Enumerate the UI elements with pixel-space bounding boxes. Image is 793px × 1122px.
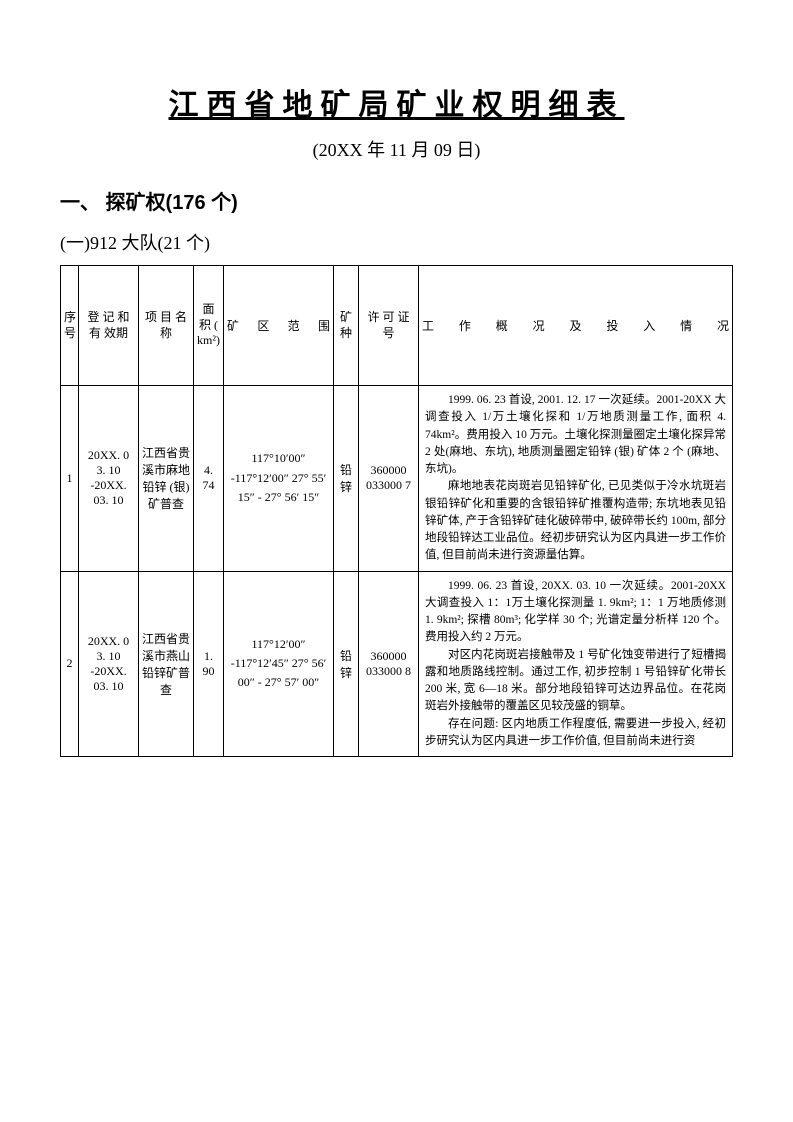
cell-type: 铅锌	[334, 386, 359, 572]
cell-date: 20XX. 0 3. 10 -20XX. 03. 10	[79, 571, 139, 757]
subsection-heading: (一)912 大队(21 个)	[60, 229, 733, 255]
desc-paragraph: 麻地地表花岗斑岩见铅锌矿化, 已见类似于冷水坑斑岩银铅锌矿化和重要的含银铅锌矿推…	[425, 478, 726, 564]
cell-desc: 1999. 06. 23 首设, 2001. 12. 17 一次延续。2001-…	[419, 386, 733, 572]
cell-range: 117°10′00″ -117°12′00″ 27° 55′ 15″ - 27°…	[224, 386, 334, 572]
cell-date: 20XX. 0 3. 10 -20XX. 03. 10	[79, 386, 139, 572]
section-heading: 一、 探矿权(176 个)	[60, 186, 733, 215]
table-header-row: 序号 登 记 和 有 效期 项 目 名称 面积 ( km²) 矿 区 范 围 矿…	[61, 266, 733, 386]
table-row: 2 20XX. 0 3. 10 -20XX. 03. 10 江西省贵溪市燕山铅锌…	[61, 571, 733, 757]
col-header-range: 矿 区 范 围	[224, 266, 334, 386]
cell-area: 1. 90	[194, 571, 224, 757]
col-header-type: 矿种	[334, 266, 359, 386]
cell-type: 铅锌	[334, 571, 359, 757]
desc-paragraph: 1999. 06. 23 首设, 2001. 12. 17 一次延续。2001-…	[425, 392, 726, 478]
cell-name: 江西省贵溪市燕山铅锌矿普查	[139, 571, 194, 757]
table-row: 1 20XX. 0 3. 10 -20XX. 03. 10 江西省贵溪市麻地铅锌…	[61, 386, 733, 572]
page-subtitle: (20XX 年 11 月 09 日)	[60, 136, 733, 162]
cell-idx: 1	[61, 386, 79, 572]
cell-desc: 1999. 06. 23 首设, 20XX. 03. 10 一次延续。2001-…	[419, 571, 733, 757]
col-header-license: 许 可 证 号	[359, 266, 419, 386]
desc-paragraph: 1999. 06. 23 首设, 20XX. 03. 10 一次延续。2001-…	[425, 578, 726, 647]
cell-range: 117°12′00″ -117°12′45″ 27° 56′ 00″ - 27°…	[224, 571, 334, 757]
desc-paragraph: 对区内花岗斑岩接触带及 1 号矿化蚀变带进行了短槽揭露和地质路线控制。通过工作,…	[425, 647, 726, 716]
cell-license: 360000 033000 7	[359, 386, 419, 572]
col-header-date: 登 记 和 有 效期	[79, 266, 139, 386]
cell-idx: 2	[61, 571, 79, 757]
cell-license: 360000 033000 8	[359, 571, 419, 757]
col-header-idx: 序号	[61, 266, 79, 386]
desc-paragraph: 存在问题: 区内地质工作程度低, 需要进一步投入, 经初步研究认为区内具进一步工…	[425, 716, 726, 751]
col-header-desc: 工 作 概 况 及 投 入 情 况	[419, 266, 733, 386]
col-header-area: 面积 ( km²)	[194, 266, 224, 386]
cell-area: 4. 74	[194, 386, 224, 572]
page-title: 江西省地矿局矿业权明细表	[60, 80, 733, 124]
cell-name: 江西省贵溪市麻地铅锌 (银) 矿普查	[139, 386, 194, 572]
mining-rights-table: 序号 登 记 和 有 效期 项 目 名称 面积 ( km²) 矿 区 范 围 矿…	[60, 265, 733, 757]
col-header-name: 项 目 名称	[139, 266, 194, 386]
